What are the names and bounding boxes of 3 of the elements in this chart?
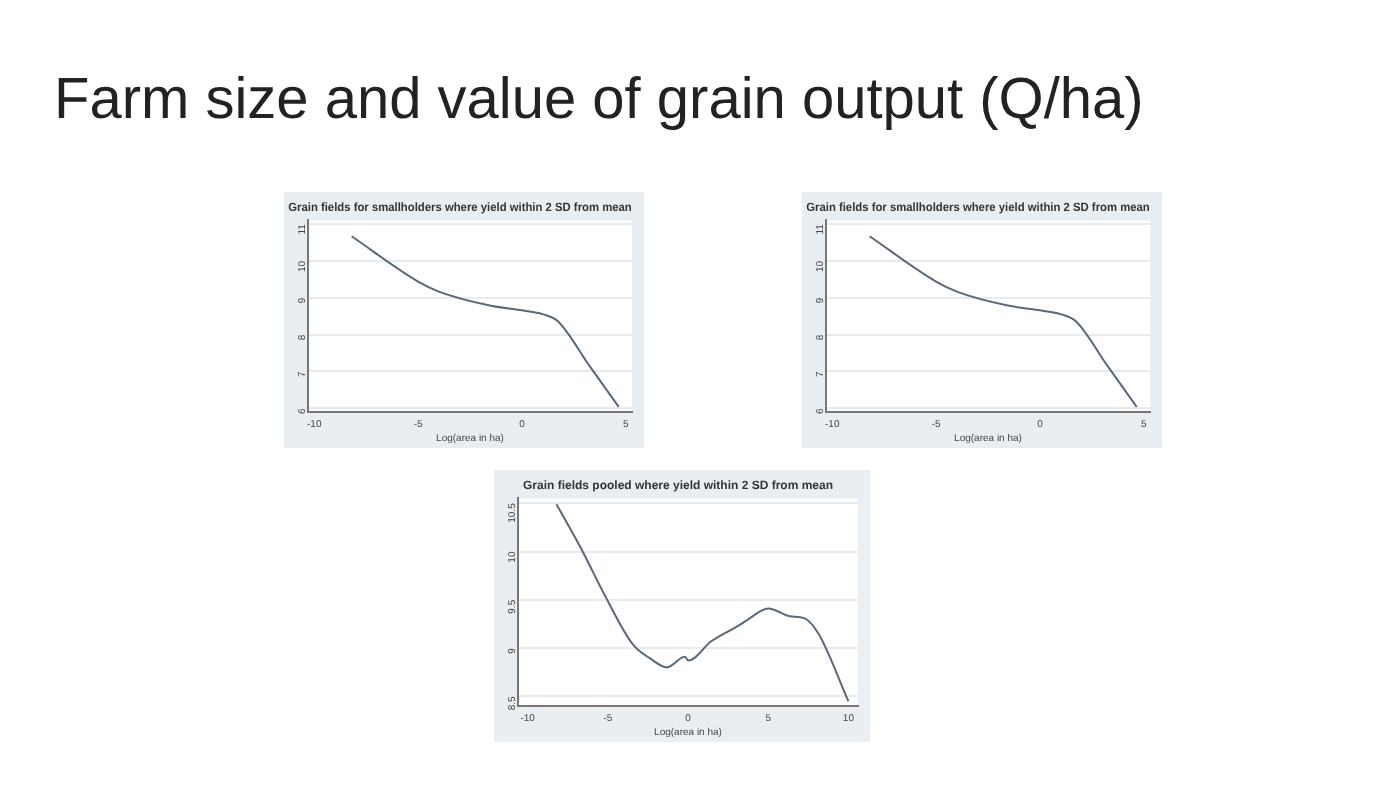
text: Farm size and value of grain output (Q/ha) (54, 68, 1144, 134)
line-series (868, 235, 1138, 408)
line-series (350, 235, 620, 408)
